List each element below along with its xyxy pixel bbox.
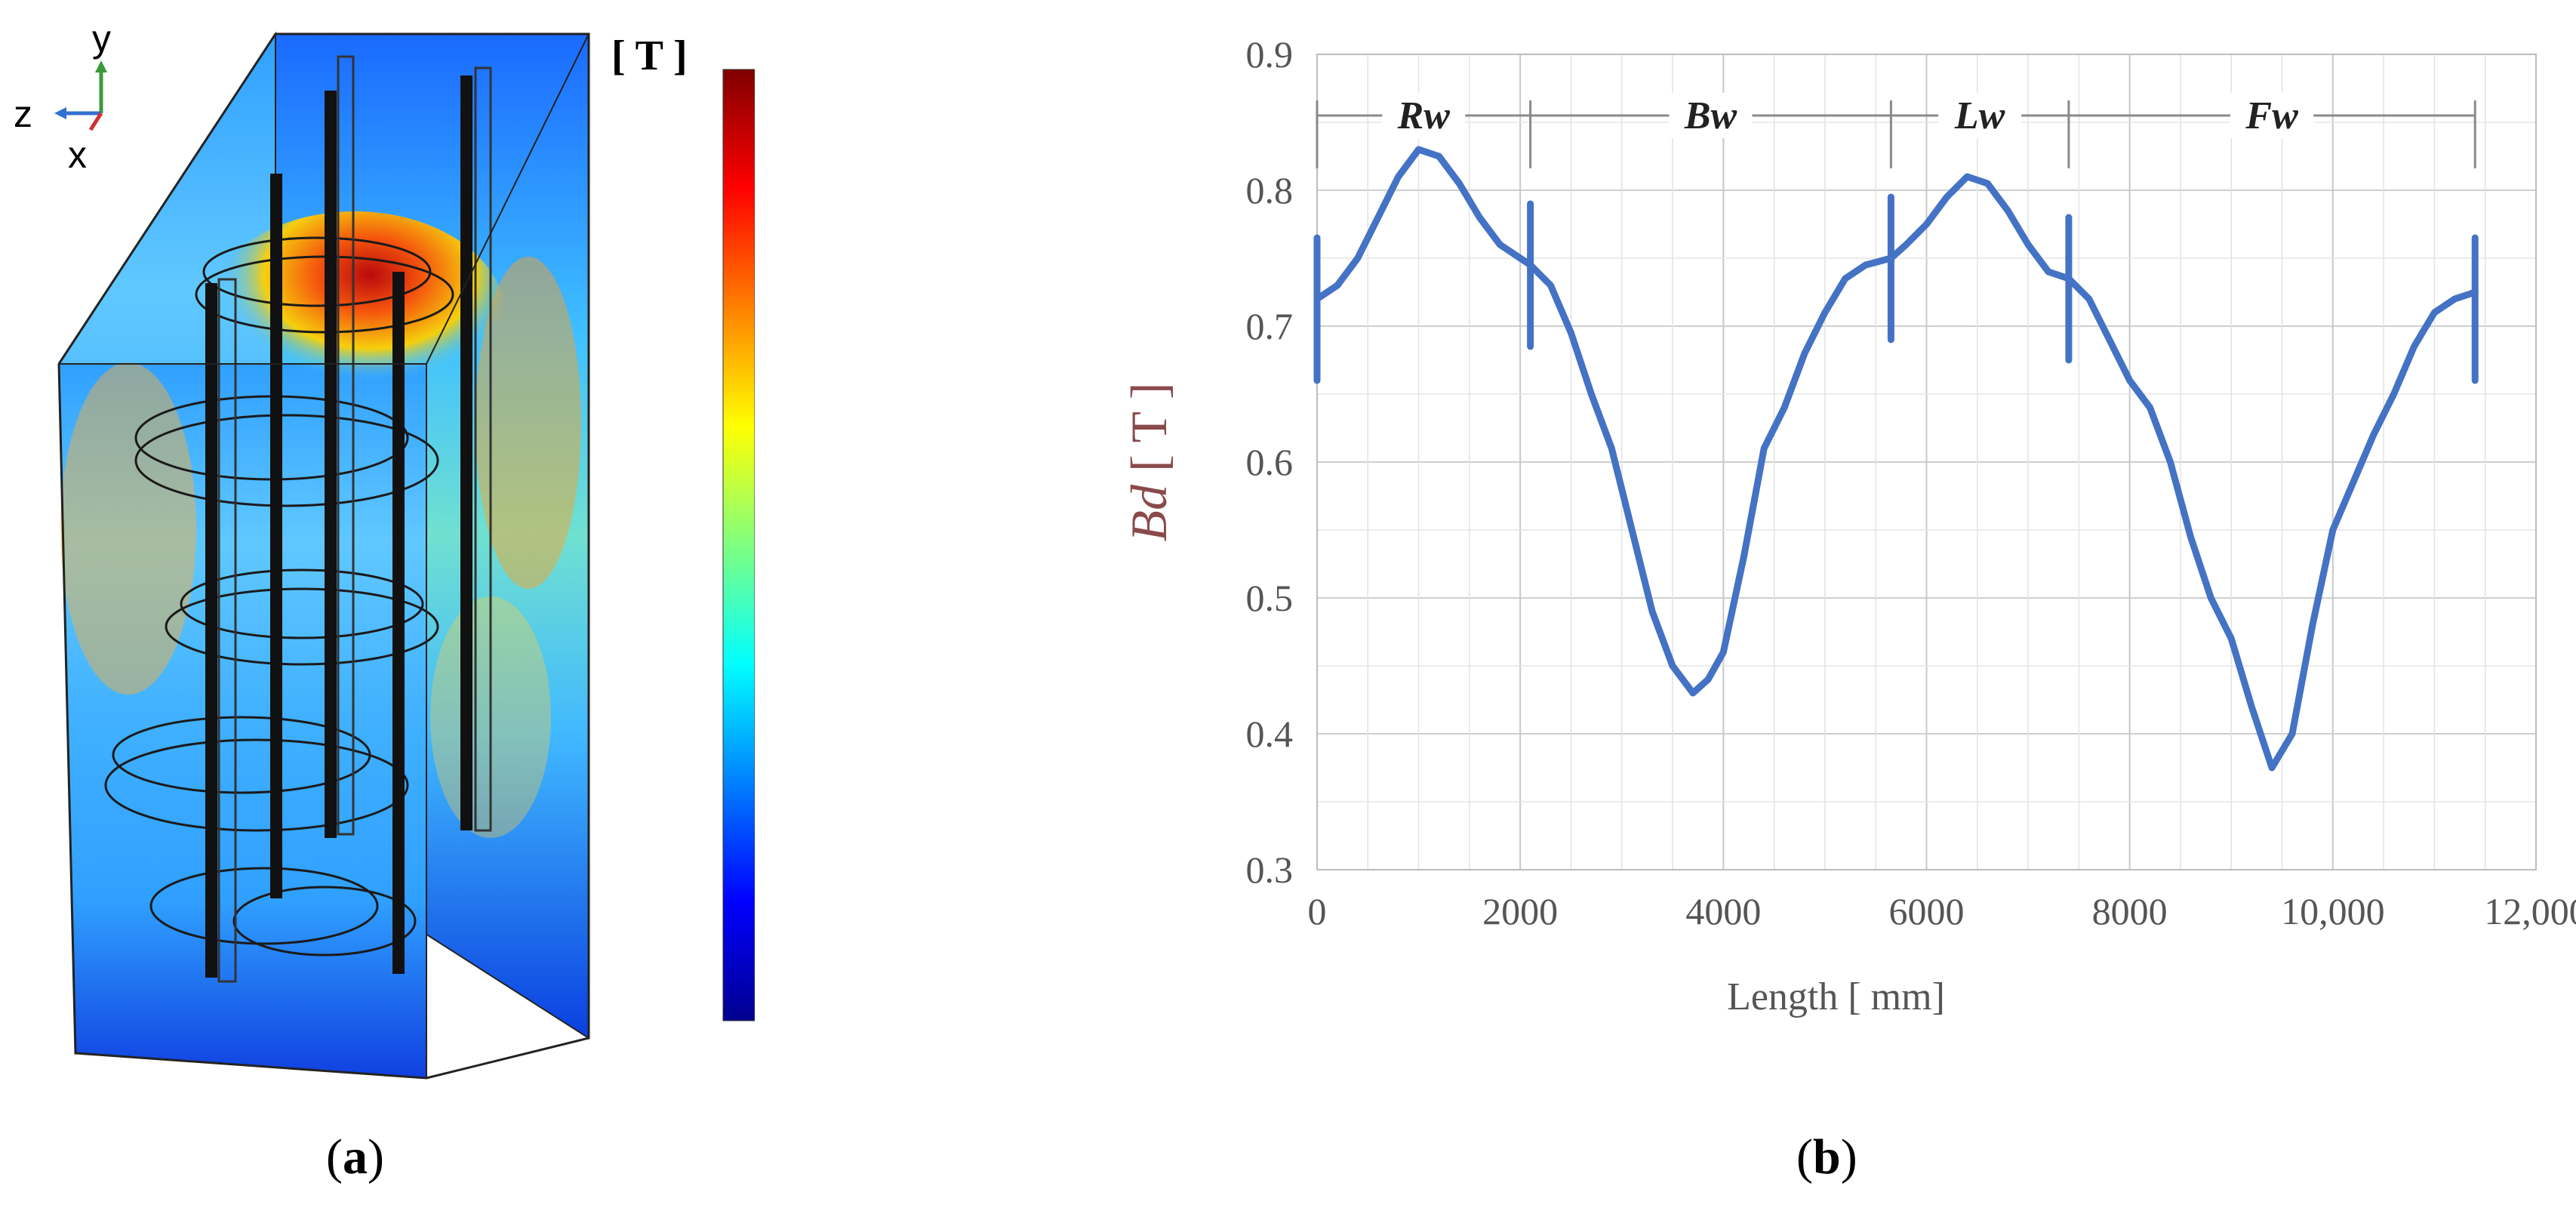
x-tick-label: 10,000 [2281, 890, 2385, 932]
caption-a: (a) [326, 1129, 384, 1186]
y-tick-label: 0.9 [1246, 33, 1294, 75]
segment-label: Lw [1954, 94, 2005, 137]
colorbar-gradient [723, 69, 755, 1021]
x-tick-label: 4000 [1685, 890, 1761, 932]
colorbar: [ T ] 0.90.80.70.60.50.40.30.20.1 [611, 32, 755, 1021]
segment-rw: Rw [1317, 93, 1531, 138]
y-tick-label: 0.4 [1246, 713, 1294, 755]
x-tick-label: 2000 [1482, 890, 1558, 932]
y-tick-label: 0.7 [1246, 305, 1294, 347]
segment-label: Fw [2245, 94, 2298, 137]
y-tick-label: 0.8 [1246, 169, 1294, 211]
colorbar-unit: [ T ] [611, 32, 688, 79]
segment-bw: Bw [1531, 93, 1891, 138]
core-limb-2 [270, 174, 282, 898]
triad-z-label: z [14, 93, 32, 135]
y-tick-labels: 0.3 0.4 0.5 0.6 0.7 0.8 0.9 [1246, 33, 1294, 891]
x-tick-label: 8000 [2092, 890, 2168, 932]
x-axis-label: Length [ mm] [1727, 975, 1945, 1018]
triad-x-label: x [68, 134, 87, 176]
triad-y-label: y [92, 17, 111, 60]
segment-annotations: Rw Bw Lw Fw [1317, 93, 2475, 168]
x-tick-labels: 0 2000 4000 6000 8000 10,000 12,000 [1308, 890, 2576, 932]
y-tick-label: 0.3 [1246, 849, 1294, 891]
segment-lw: Lw [1891, 93, 2069, 138]
grid [1317, 54, 2536, 870]
x-tick-label: 12,000 [2484, 890, 2576, 932]
axes-triad: y z x [14, 17, 111, 176]
y-tick-label: 0.6 [1246, 441, 1294, 483]
panel-a: y z x [ T ] 0.90.80.70.60.50.40.30.20.1 … [0, 0, 755, 1216]
core-limb-3 [325, 91, 337, 838]
y-axis-label: Bd [ T ] [1120, 383, 1177, 542]
panel-b: Rw Bw Lw Fw 0 2000 4000 6000 8000 10,000 12,000 0… [1117, 0, 2576, 1216]
core-limb-1 [205, 283, 217, 978]
triad-x-axis [91, 113, 101, 130]
triad-y-arrow [95, 60, 107, 72]
field-plot-3d: y z x [ T ] 0.90.80.70.60.50.40.30.20.1 [0, 0, 755, 1216]
boundary-markers [1317, 197, 2475, 380]
caption-b: (b) [1796, 1129, 1857, 1186]
core-limb-4 [392, 272, 405, 974]
line-chart: Rw Bw Lw Fw 0 2000 4000 6000 8000 10,000 12,000 0… [1117, 0, 2576, 1216]
x-tick-label: 6000 [1889, 890, 1965, 932]
series-line [1317, 149, 2475, 768]
y-tick-label: 0.5 [1246, 577, 1294, 619]
segment-label: Rw [1397, 94, 1451, 137]
triad-z-arrow [54, 107, 66, 119]
x-tick-label: 0 [1308, 890, 1327, 932]
warm-band-left [60, 362, 196, 695]
segment-label: Bw [1684, 94, 1737, 137]
core-limb-5 [460, 75, 472, 830]
